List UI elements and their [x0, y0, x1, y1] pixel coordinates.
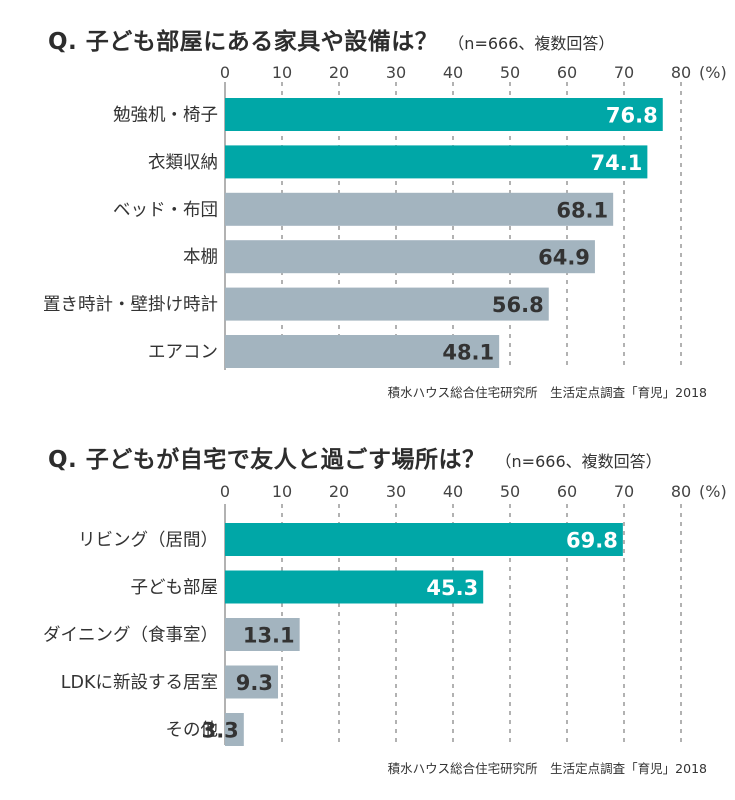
category-label: その他 — [166, 721, 219, 741]
value-label: 9.3 — [236, 671, 273, 695]
chart-title: Q. 子どもが自宅で友人と過ごす場所は？ （n=666、複数回答） — [48, 440, 662, 474]
category-label: 勉強机・椅子 — [113, 106, 218, 126]
tick-label: 60 — [557, 63, 577, 82]
tick-label: 40 — [443, 63, 463, 82]
category-label: 子ども部屋 — [131, 578, 219, 598]
value-label: 69.8 — [566, 529, 618, 553]
category-label: エアコン — [148, 343, 218, 363]
tick-label: 50 — [500, 482, 520, 501]
chart-source: 積水ハウス総合住宅研究所 生活定点調査「育児」2018 — [387, 761, 707, 776]
bar — [225, 570, 484, 604]
tick-label: 70 — [614, 63, 634, 82]
value-label: 45.3 — [426, 576, 478, 600]
tick-label: 30 — [386, 482, 406, 501]
tick-label: 30 — [386, 63, 406, 82]
unit-label: (%) — [699, 482, 727, 501]
value-label: 3.3 — [202, 719, 239, 743]
tick-label: 0 — [220, 482, 230, 501]
chart-question: Q. 子ども部屋にある家具や設備は？ — [48, 29, 439, 55]
value-label: 68.1 — [556, 198, 608, 222]
tick-label: 20 — [329, 63, 349, 82]
value-label: 74.1 — [591, 151, 643, 175]
category-label: LDKに新設する居室 — [61, 673, 218, 693]
bar-chart-place: 0 10 20 30 40 50 60 70 80 (%) リビング（居間） 69.8 子ども部屋 45.… — [43, 482, 727, 746]
bar — [225, 665, 279, 699]
bar — [225, 335, 500, 368]
category-label: 置き時計・壁掛け時計 — [43, 295, 218, 315]
value-label: 56.8 — [492, 293, 544, 317]
chart-source: 積水ハウス総合住宅研究所 生活定点調査「育児」2018 — [387, 385, 707, 400]
tick-label: 10 — [272, 482, 292, 501]
bar — [225, 98, 663, 131]
category-label: リビング（居間） — [78, 531, 218, 551]
tick-label: 10 — [272, 63, 292, 82]
tick-label: 50 — [500, 63, 520, 82]
chart-title: Q. 子ども部屋にある家具や設備は？ （n=666、複数回答） — [48, 22, 614, 56]
tick-label: 40 — [443, 482, 463, 501]
value-label: 48.1 — [442, 341, 494, 365]
tick-label: 60 — [557, 482, 577, 501]
value-label: 64.9 — [538, 246, 590, 270]
chart-note: （n=666、複数回答） — [448, 34, 615, 53]
value-label: 76.8 — [606, 104, 658, 128]
category-label: 衣類収納 — [148, 153, 218, 173]
bar — [225, 192, 614, 226]
bar-chart-furniture: 0 10 20 30 40 50 60 70 80 (%) 勉強机・椅子 76.8 衣類収納 74.1 ベッ… — [43, 63, 727, 370]
tick-label: 70 — [614, 482, 634, 501]
chart-furniture: Q. 子ども部屋にある家具や設備は？ （n=666、複数回答） 0 10 20 30 40… — [0, 22, 735, 402]
bar — [225, 287, 549, 321]
chart-question: Q. 子どもが自宅で友人と過ごす場所は？ — [48, 447, 486, 473]
tick-label: 80 — [671, 482, 691, 501]
bar — [225, 523, 623, 556]
chart-place: Q. 子どもが自宅で友人と過ごす場所は？ （n=666、複数回答） 0 10 20 30… — [0, 440, 735, 790]
tick-label: 0 — [220, 63, 230, 82]
bar — [225, 145, 648, 179]
category-label: 本棚 — [183, 248, 218, 268]
category-label: ダイニング（食事室） — [43, 626, 218, 646]
unit-label: (%) — [699, 63, 727, 82]
bar — [225, 240, 595, 274]
value-label: 13.1 — [243, 624, 295, 648]
bar — [225, 713, 244, 746]
category-label: ベッド・布団 — [113, 200, 218, 220]
bar — [225, 618, 300, 651]
tick-label: 80 — [671, 63, 691, 82]
tick-label: 20 — [329, 482, 349, 501]
chart-note: （n=666、複数回答） — [495, 452, 662, 471]
